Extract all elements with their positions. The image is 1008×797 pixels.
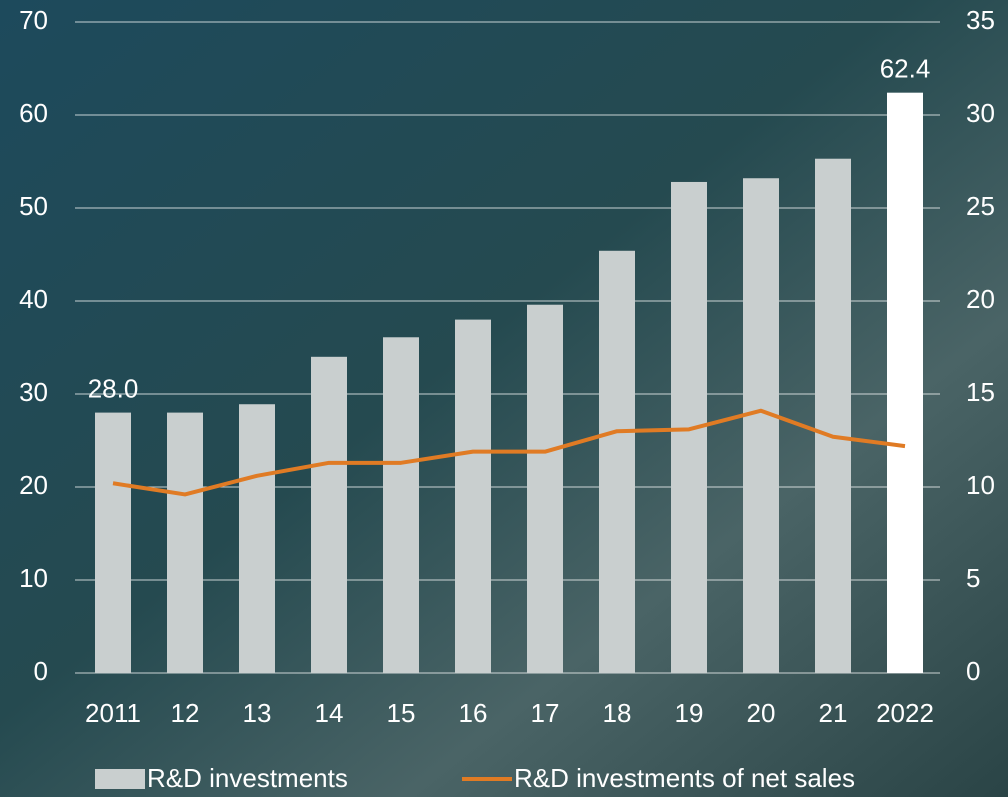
y-tick-label: 0 <box>34 656 48 686</box>
x-tick-label: 17 <box>531 698 560 728</box>
y-tick-label: 40 <box>19 284 48 314</box>
bar <box>743 178 779 674</box>
y2-tick-label: 15 <box>966 377 995 407</box>
y-tick-label: 50 <box>19 191 48 221</box>
y2-tick-label: 20 <box>966 284 995 314</box>
bar <box>815 158 851 673</box>
legend-swatch <box>95 769 145 789</box>
x-tick-label: 12 <box>171 698 200 728</box>
bar <box>167 412 203 673</box>
x-tick-label: 21 <box>819 698 848 728</box>
x-tick-label: 20 <box>747 698 776 728</box>
bar <box>527 304 563 673</box>
x-tick-label: 14 <box>315 698 344 728</box>
y2-tick-label: 25 <box>966 191 995 221</box>
bar <box>599 250 635 673</box>
y2-tick-label: 35 <box>966 5 995 35</box>
value-label: 62.4 <box>880 54 931 84</box>
bar <box>311 356 347 673</box>
x-tick-label: 16 <box>459 698 488 728</box>
x-tick-label: 2022 <box>876 698 934 728</box>
y-tick-label: 10 <box>19 563 48 593</box>
y2-tick-label: 10 <box>966 470 995 500</box>
y-tick-label: 70 <box>19 5 48 35</box>
bar <box>455 319 491 673</box>
x-tick-label: 18 <box>603 698 632 728</box>
legend-label: R&D investments <box>147 763 348 793</box>
x-tick-label: 2011 <box>85 698 141 728</box>
y2-tick-label: 5 <box>966 563 980 593</box>
y-tick-label: 60 <box>19 98 48 128</box>
value-label: 28.0 <box>88 373 139 403</box>
line <box>112 408 906 497</box>
legend-label: R&D investments of net sales <box>514 763 855 793</box>
x-tick-label: 13 <box>243 698 272 728</box>
bar <box>383 337 419 673</box>
bar <box>887 92 923 674</box>
y-tick-label: 30 <box>19 377 48 407</box>
bar <box>95 412 131 673</box>
y2-tick-label: 0 <box>966 656 980 686</box>
x-tick-label: 15 <box>387 698 416 728</box>
x-tick-label: 19 <box>675 698 704 728</box>
bar <box>239 404 275 673</box>
y2-tick-label: 30 <box>966 98 995 128</box>
y-tick-label: 20 <box>19 470 48 500</box>
